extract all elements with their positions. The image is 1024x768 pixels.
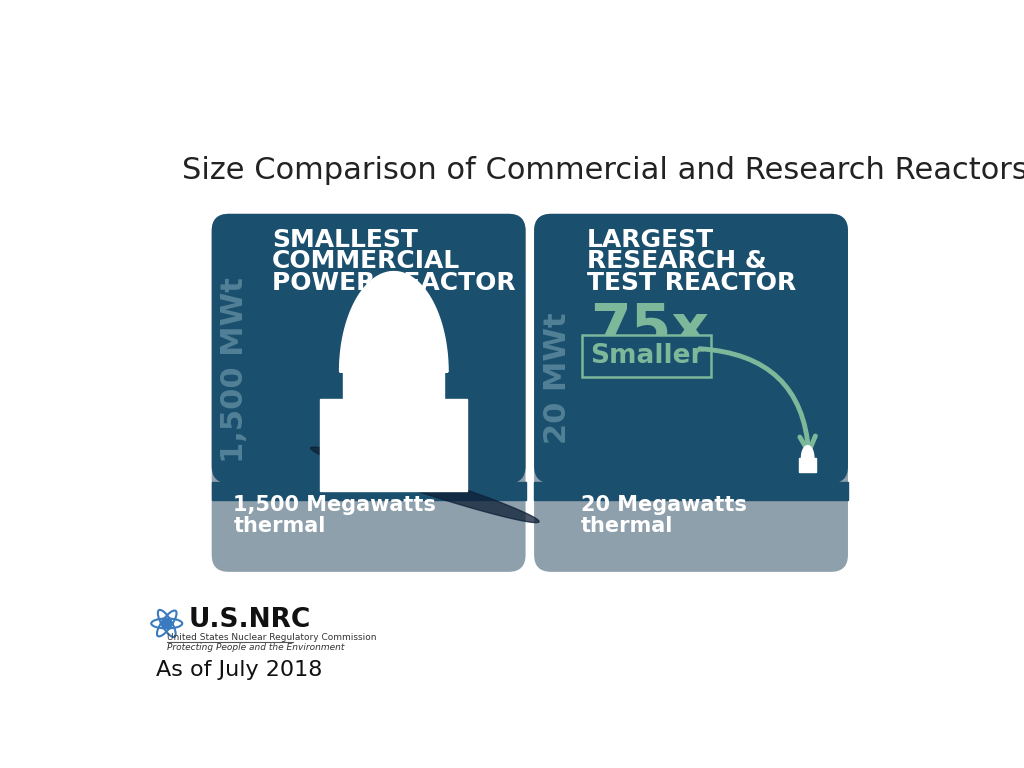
Polygon shape bbox=[802, 445, 814, 458]
Bar bbox=[799, 458, 816, 472]
FancyBboxPatch shape bbox=[535, 214, 848, 483]
Text: U.S.NRC: U.S.NRC bbox=[188, 607, 310, 634]
Circle shape bbox=[162, 618, 172, 628]
Text: Smaller: Smaller bbox=[590, 343, 703, 369]
Text: 1,500 MWt: 1,500 MWt bbox=[220, 277, 250, 463]
Text: Size Comparison of Commercial and Research Reactors: Size Comparison of Commercial and Resear… bbox=[182, 156, 1024, 184]
Bar bbox=[535, 482, 848, 500]
Text: thermal: thermal bbox=[233, 516, 326, 536]
Bar bbox=[212, 482, 525, 500]
FancyBboxPatch shape bbox=[212, 214, 525, 572]
Text: As of July 2018: As of July 2018 bbox=[156, 660, 323, 680]
Bar bbox=[343, 372, 444, 399]
Text: POWER REACTOR: POWER REACTOR bbox=[272, 271, 516, 295]
Text: TEST REACTOR: TEST REACTOR bbox=[587, 271, 796, 295]
FancyBboxPatch shape bbox=[212, 214, 525, 483]
Text: United States Nuclear Regulatory Commission: United States Nuclear Regulatory Commiss… bbox=[167, 634, 376, 643]
Text: COMMERCIAL: COMMERCIAL bbox=[272, 250, 461, 273]
Polygon shape bbox=[340, 272, 449, 372]
Text: 20 Megawatts: 20 Megawatts bbox=[581, 495, 746, 515]
Text: SMALLEST: SMALLEST bbox=[272, 227, 418, 252]
Text: 20 MWt: 20 MWt bbox=[543, 312, 571, 444]
FancyBboxPatch shape bbox=[535, 214, 848, 572]
Text: RESEARCH &: RESEARCH & bbox=[587, 250, 766, 273]
Text: 75x: 75x bbox=[590, 301, 709, 358]
Text: 1,500 Megawatts: 1,500 Megawatts bbox=[233, 495, 436, 515]
Bar bbox=[321, 399, 467, 491]
Polygon shape bbox=[310, 447, 539, 522]
Text: thermal: thermal bbox=[581, 516, 673, 536]
Text: Protecting People and the Environment: Protecting People and the Environment bbox=[167, 644, 344, 653]
Text: LARGEST: LARGEST bbox=[587, 227, 714, 252]
